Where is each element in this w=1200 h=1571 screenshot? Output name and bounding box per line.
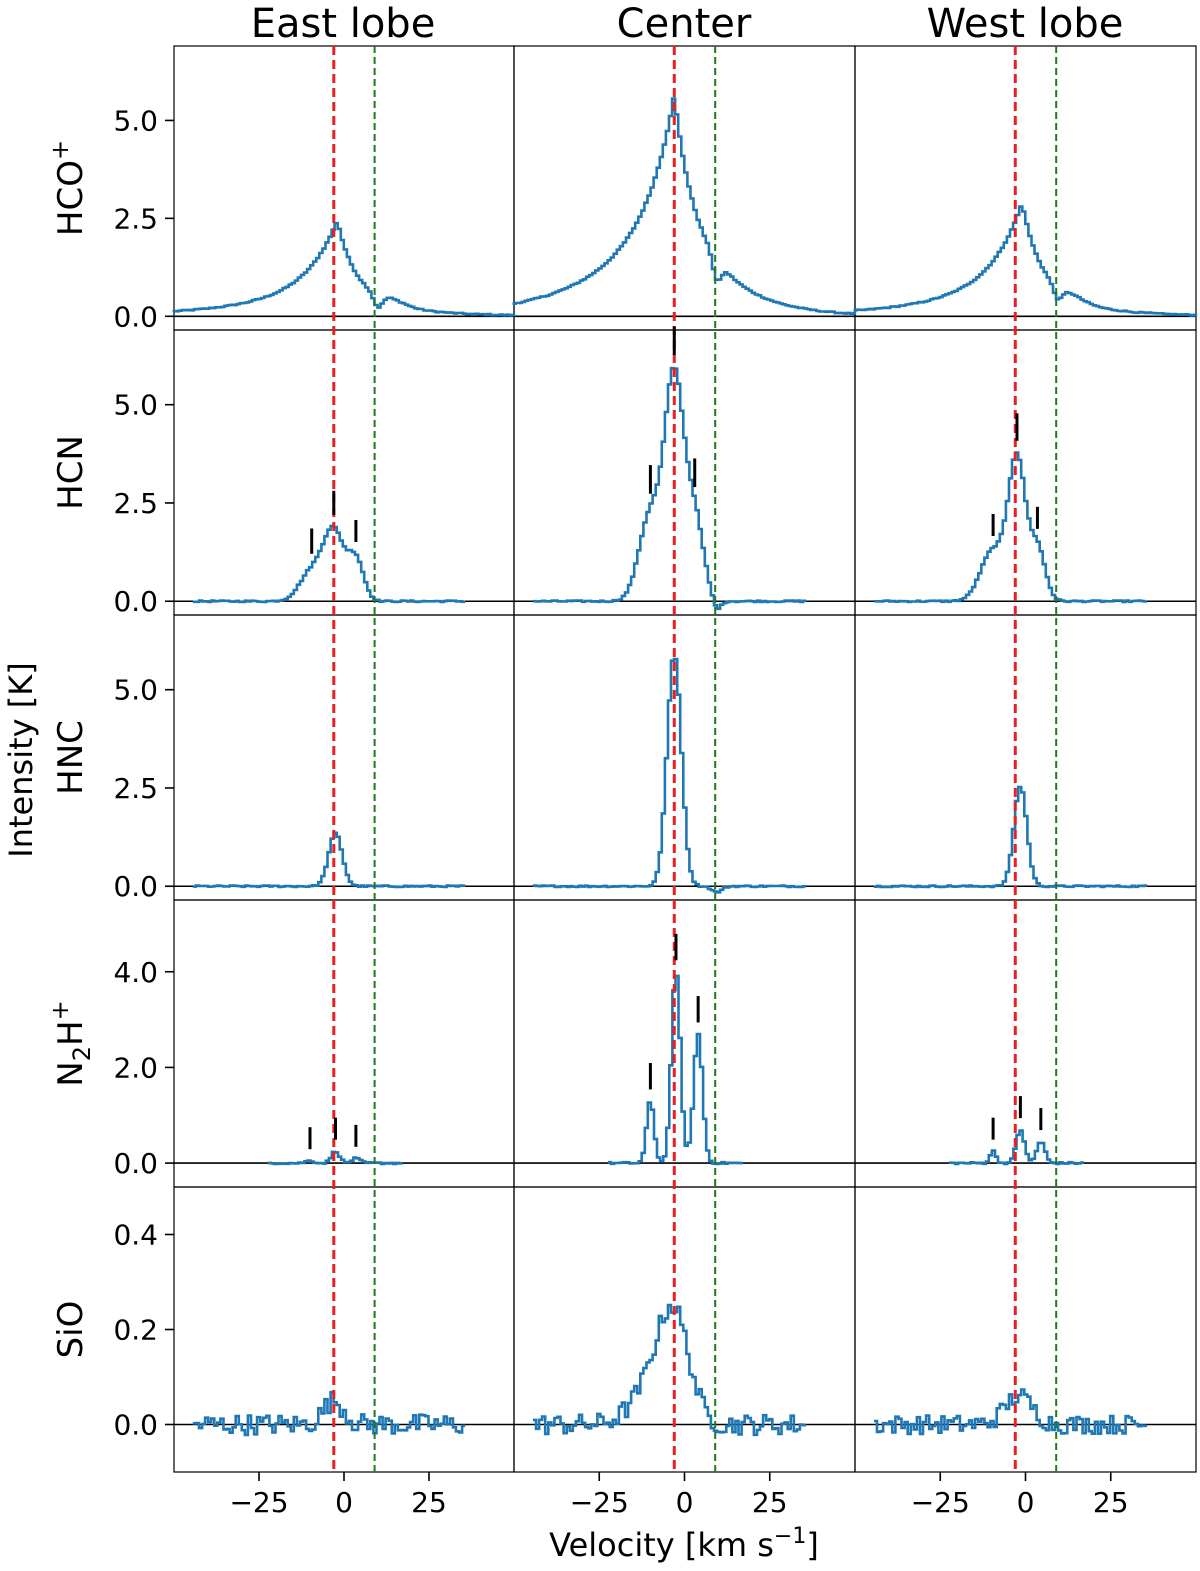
panel-hcn-west-spectrum [873, 451, 1148, 604]
ytick-label-sio: 0.4 [113, 1219, 158, 1252]
panel-sio-center-spectrum [532, 1303, 807, 1437]
ytick-label-hcop: 0.0 [113, 300, 158, 333]
x-axis-label-end: ] [806, 1526, 818, 1564]
ytick-label-hcn: 0.0 [113, 585, 158, 618]
panel-hcop-east-spectrum [172, 221, 516, 317]
ytick-label-sio: 0.2 [113, 1314, 158, 1347]
ytick-label-hnc: 0.0 [113, 870, 158, 903]
panel-hnc-west-frame [854, 614, 1197, 901]
panel-hcop-west-frame [854, 45, 1197, 331]
panel-n2hp-east-frame [173, 899, 515, 1188]
axis-text: 0.0 2.5 5.0 HCO+ 0.0 2.5 5.0 HCN 0.0 2.5 5.0 HNC 0.0… [46, 104, 1129, 1519]
xtick-label-center: 0 [676, 1486, 694, 1519]
xtick-label-east: −25 [229, 1486, 288, 1519]
panel-hnc-center-spectrum [532, 657, 807, 894]
ytick-label-hcop: 5.0 [113, 104, 158, 137]
xtick-label-center: −25 [570, 1486, 629, 1519]
ytick-label-sio: 0.0 [113, 1409, 158, 1442]
panel-n2hp-west-spectrum [948, 1129, 1084, 1166]
xtick-label-center: 25 [752, 1486, 788, 1519]
reference-lines [332, 46, 1058, 1472]
spectra-layer [172, 97, 1198, 1437]
column-title-center: Center [617, 1, 752, 47]
ytick-label-n2hp: 2.0 [113, 1051, 158, 1084]
panel-hcn-center-frame [513, 329, 856, 616]
xtick-label-east: 0 [335, 1486, 353, 1519]
panel-hnc-west-spectrum [873, 785, 1148, 889]
ytick-label-hcop: 2.5 [113, 202, 158, 235]
column-title-east: East lobe [251, 1, 436, 47]
hyperfine-markers [308, 326, 1043, 1150]
panel-n2hp-east-spectrum [267, 1150, 403, 1166]
panel-hcop-center-spectrum [512, 97, 857, 316]
panel-sio-west-spectrum [873, 1388, 1148, 1436]
row-label-hcn: HCN [51, 435, 91, 510]
panel-hcn-west-frame [854, 329, 1197, 616]
column-title-west: West lobe [927, 1, 1124, 47]
row-label-hnc: HNC [51, 720, 91, 795]
panel-hcop-east-frame [173, 45, 515, 331]
xtick-label-west: −25 [911, 1486, 970, 1519]
ytick-label-n2hp: 0.0 [113, 1147, 158, 1180]
panel-sio-east-spectrum [192, 1390, 466, 1437]
ytick-label-hnc: 2.5 [113, 772, 158, 805]
x-axis-label-main: Velocity [km s [549, 1526, 774, 1564]
xtick-label-east: 25 [411, 1486, 447, 1519]
row-label-sio: SiO [51, 1301, 91, 1359]
xtick-label-west: 25 [1093, 1486, 1129, 1519]
ytick-label-n2hp: 4.0 [113, 956, 158, 989]
panel-sio-west-frame [854, 1186, 1197, 1473]
panel-hcn-east-frame [173, 329, 515, 616]
x-axis-label-exponent: −1 [774, 1524, 806, 1549]
xtick-label-west: 0 [1017, 1486, 1035, 1519]
ytick-label-hcn: 2.5 [113, 487, 158, 520]
y-axis-label: Intensity [K] [2, 662, 40, 857]
panel-hcop-west-spectrum [853, 205, 1198, 317]
x-axis-label: Velocity [km s−1] [549, 1524, 819, 1564]
row-label-hcop: HCO+ [46, 140, 91, 236]
panel-hcn-east-spectrum [192, 524, 466, 604]
ytick-label-hcn: 5.0 [113, 389, 158, 422]
row-label-n2hp: N2H+ [46, 1000, 96, 1086]
ytick-label-hnc: 5.0 [113, 674, 158, 707]
panel-hnc-east-spectrum [192, 831, 466, 889]
panel-hcn-center-spectrum [532, 366, 807, 611]
